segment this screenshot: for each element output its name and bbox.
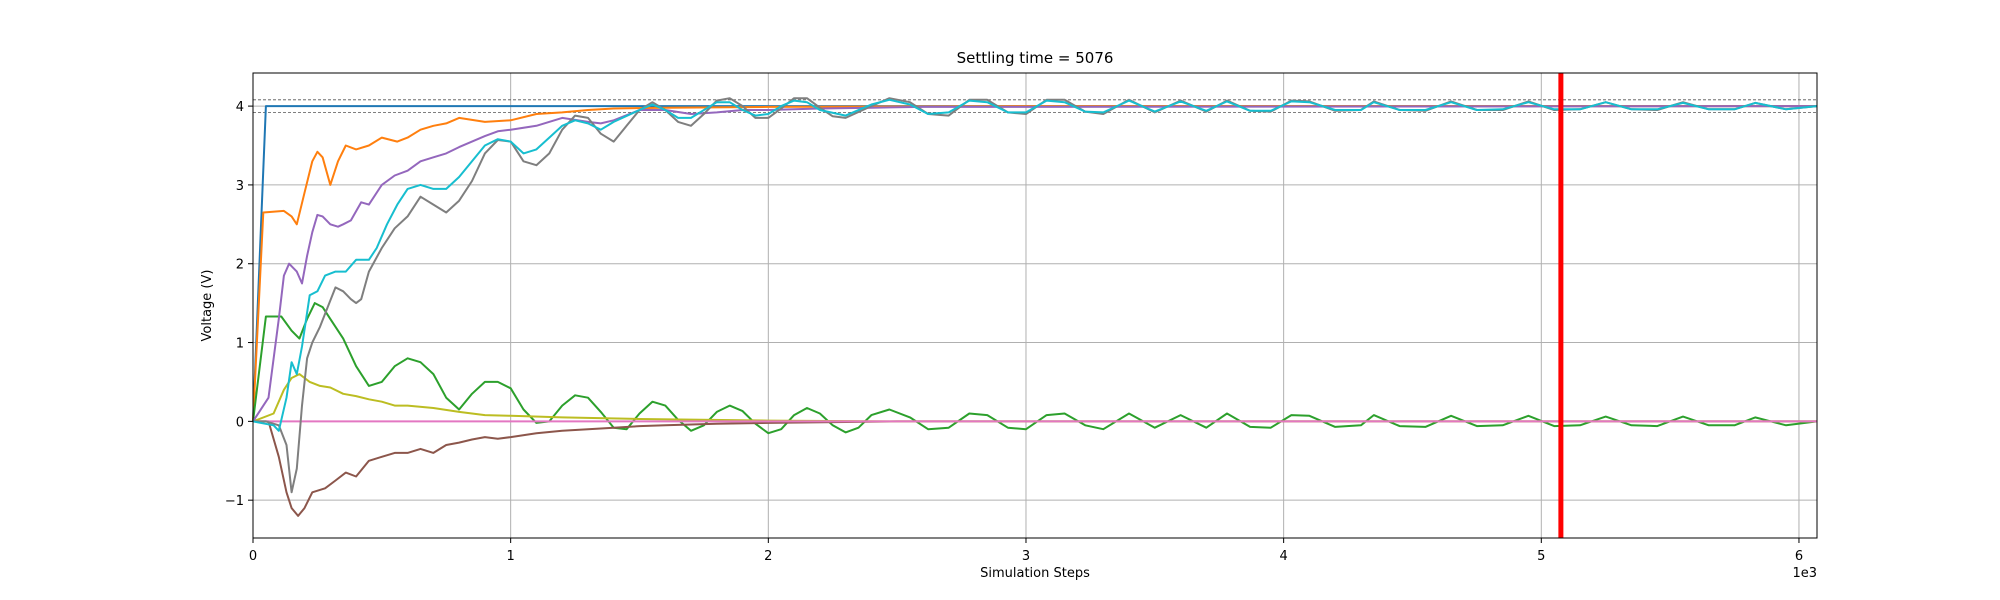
tolerance-band — [253, 99, 1817, 113]
y-tick-label: 4 — [236, 100, 244, 115]
series-layer — [252, 97, 1818, 517]
series-line-3 — [252, 302, 1818, 435]
x-axis-label: Simulation Steps — [980, 566, 1090, 581]
plot-frame — [252, 72, 1818, 539]
ticks: 0 1 2 3 4 5 6 −1 0 1 2 3 4 — [225, 100, 1803, 564]
series-line-4 — [253, 420, 1817, 517]
y-axis-label: Voltage (V) — [200, 270, 215, 342]
x-tick-label: 0 — [249, 549, 257, 564]
series-line-9 — [252, 98, 1818, 432]
y-tick-label: 3 — [236, 179, 244, 194]
series-line-5 — [252, 373, 1817, 423]
x-axis-multiplier: 1e3 — [1792, 566, 1817, 581]
series-line-2 — [252, 105, 1817, 422]
x-tick-label: 4 — [1280, 549, 1288, 564]
x-tick-label: 2 — [764, 549, 772, 564]
y-tick-label: 1 — [236, 337, 244, 352]
x-tick-label: 3 — [1022, 549, 1030, 564]
x-tick-label: 1 — [507, 549, 515, 564]
chart-title: Settling time = 5076 — [957, 49, 1114, 67]
y-tick-label: 0 — [236, 415, 244, 430]
y-tick-label: −1 — [225, 494, 244, 509]
series-line-7 — [252, 105, 1818, 422]
y-tick-label: 2 — [236, 258, 244, 273]
x-tick-label: 6 — [1795, 549, 1803, 564]
x-tick-label: 5 — [1537, 549, 1545, 564]
